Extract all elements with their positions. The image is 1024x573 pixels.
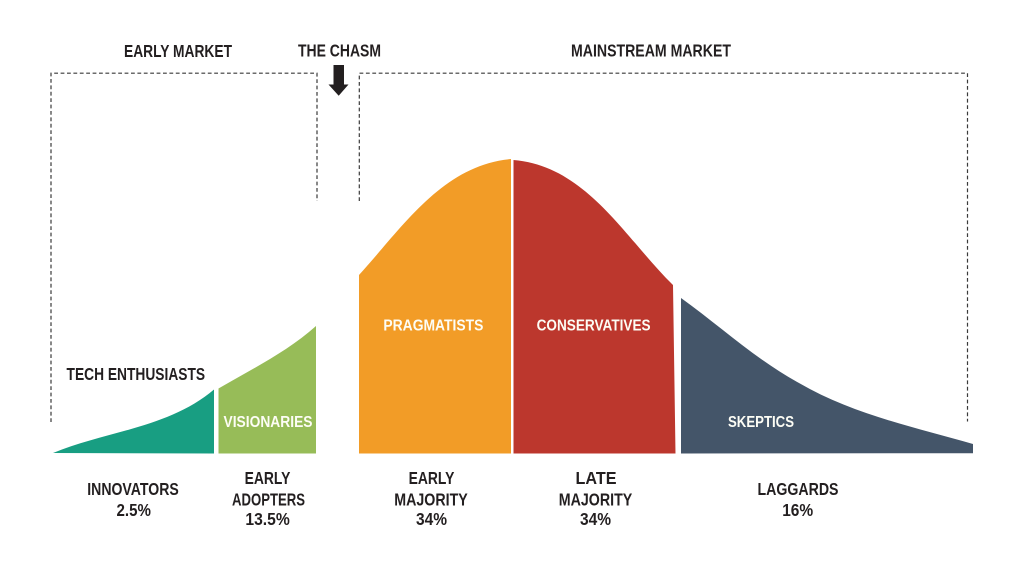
svg-text:PRAGMATISTS: PRAGMATISTS [383, 318, 483, 335]
svg-text:16%: 16% [782, 500, 813, 520]
svg-text:MAJORITY: MAJORITY [559, 490, 633, 510]
svg-text:TECH ENTHUSIASTS: TECH ENTHUSIASTS [67, 364, 206, 384]
svg-text:EARLY MARKET: EARLY MARKET [124, 41, 232, 61]
svg-text:MAJORITY: MAJORITY [394, 490, 468, 510]
svg-text:MAINSTREAM MARKET: MAINSTREAM MARKET [571, 41, 731, 61]
svg-text:34%: 34% [580, 509, 611, 529]
svg-text:34%: 34% [416, 509, 447, 529]
svg-text:CONSERVATIVES: CONSERVATIVES [537, 318, 651, 335]
svg-text:LAGGARDS: LAGGARDS [758, 479, 839, 499]
svg-text:LATE: LATE [576, 468, 617, 488]
svg-text:ADOPTERS: ADOPTERS [232, 490, 305, 510]
svg-text:EARLY: EARLY [245, 468, 291, 488]
svg-text:INNOVATORS: INNOVATORS [87, 479, 179, 499]
svg-text:2.5%: 2.5% [117, 500, 152, 520]
svg-text:13.5%: 13.5% [245, 509, 290, 529]
svg-text:EARLY: EARLY [409, 468, 455, 488]
svg-text:SKEPTICS: SKEPTICS [728, 414, 794, 431]
svg-text:VISIONARIES: VISIONARIES [224, 414, 313, 431]
svg-text:THE CHASM: THE CHASM [298, 41, 381, 61]
